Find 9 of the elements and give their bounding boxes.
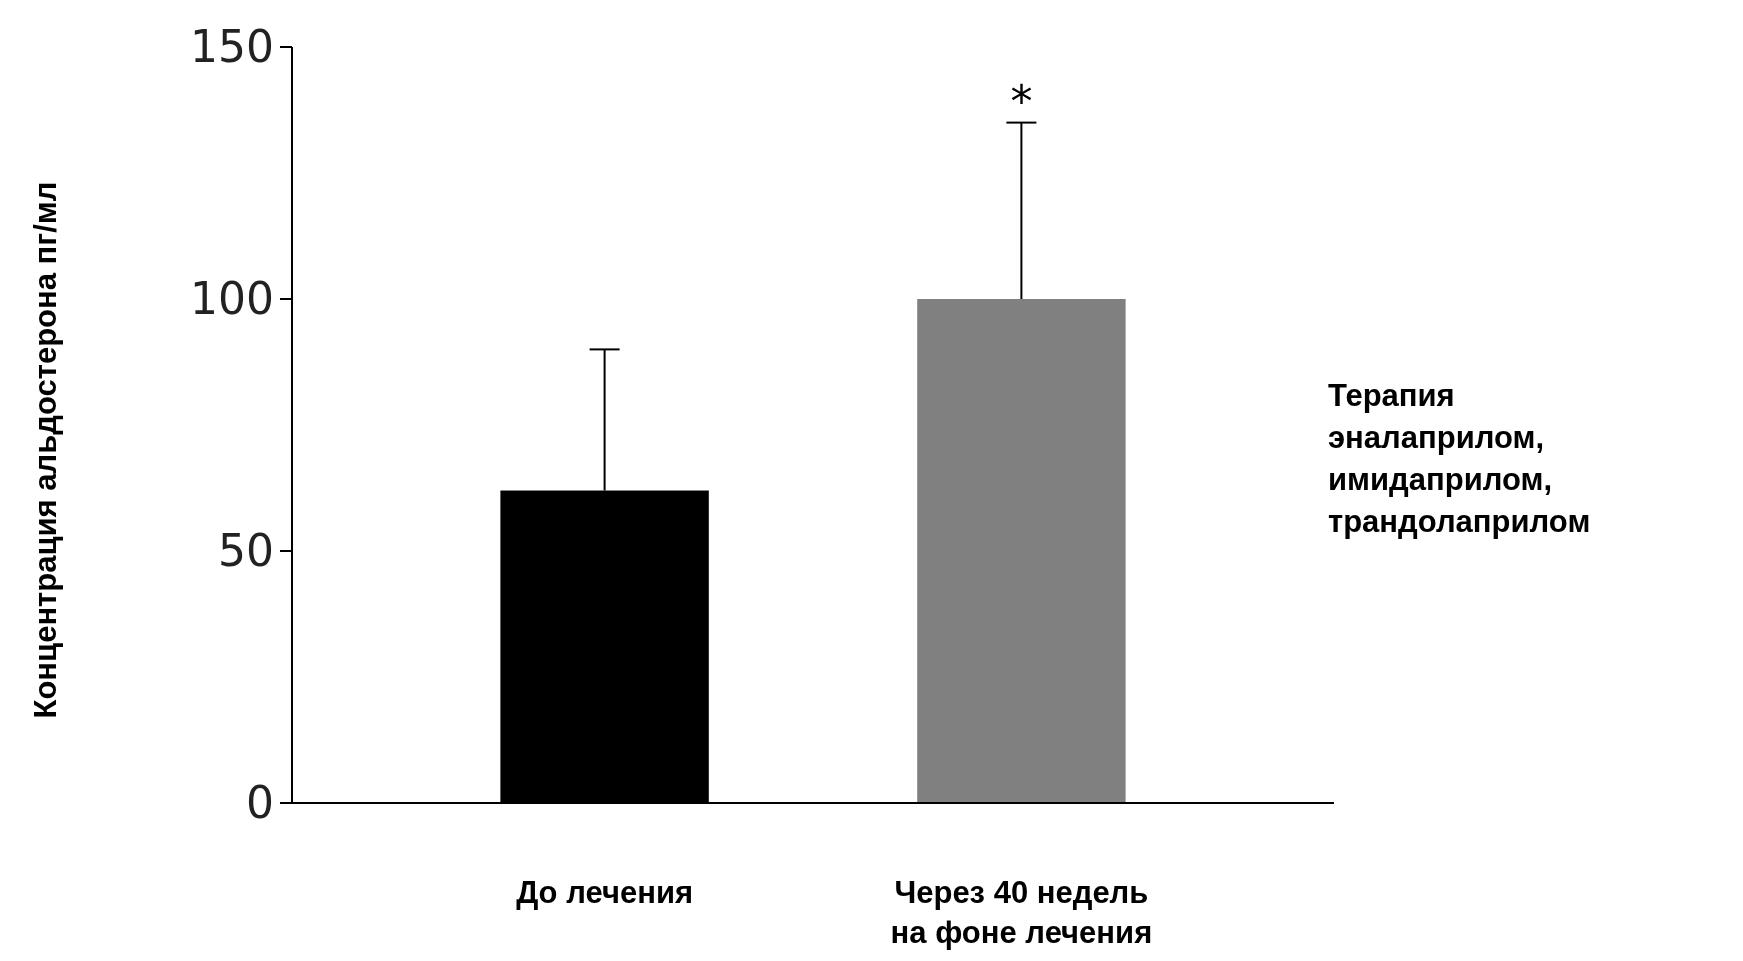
y-tick-label: 0 bbox=[246, 777, 274, 829]
annotation: * bbox=[1010, 75, 1033, 127]
x-tick-label: До лечения bbox=[516, 875, 694, 910]
y-axis-title: Концентрация альдостерона пг/мл bbox=[28, 181, 63, 719]
y-tick-label: 100 bbox=[190, 273, 274, 325]
y-tick-label: 150 bbox=[190, 21, 274, 73]
y-tick-label: 50 bbox=[218, 525, 274, 577]
annotation: Терапия эналаприлом, имидаприлом, трандолаприлом bbox=[1328, 378, 1591, 539]
x-tick-label: Через 40 недель на фоне лечения bbox=[890, 875, 1153, 950]
